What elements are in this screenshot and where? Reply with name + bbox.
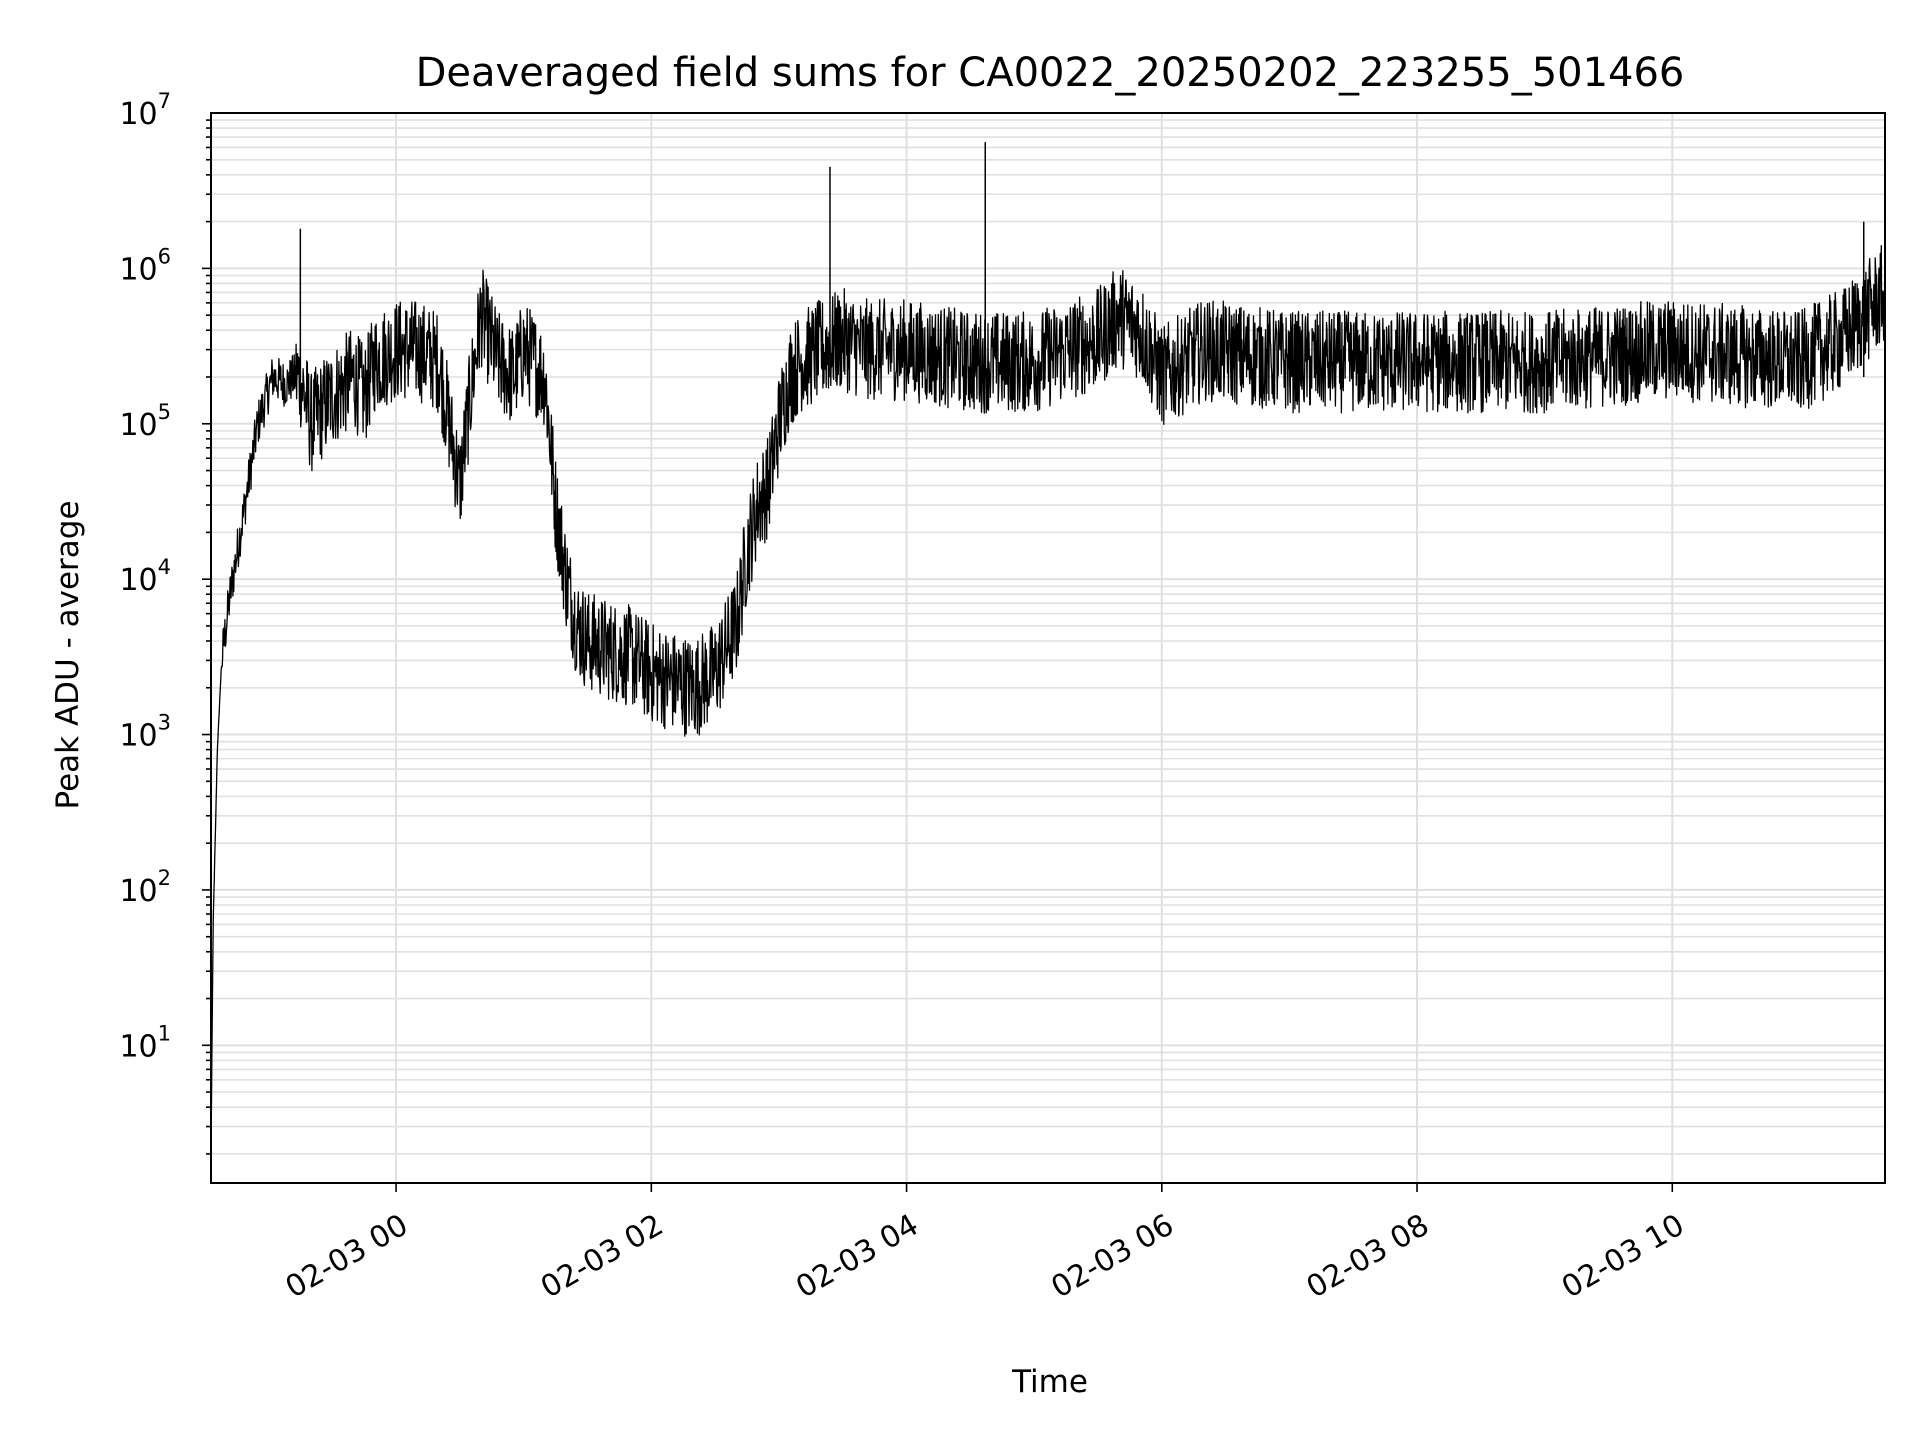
y-tick-exponent: 1 [158, 1021, 171, 1045]
y-tick-label: 104 [119, 555, 171, 598]
x-tick-label: 02-03 06 [1045, 1208, 1179, 1306]
y-tick-label: 107 [119, 89, 171, 132]
y-tick-base: 10 [119, 252, 157, 287]
x-tick-label: 02-03 08 [1301, 1208, 1435, 1306]
y-tick-exponent: 5 [158, 400, 171, 424]
y-tick-label: 101 [119, 1021, 171, 1064]
grid-layer [211, 113, 1885, 1183]
y-tick-base: 10 [119, 874, 157, 909]
y-tick-base: 10 [119, 719, 157, 754]
y-tick-base: 10 [119, 563, 157, 598]
data-series-line [210, 243, 1886, 1154]
y-tick-label: 105 [119, 400, 171, 443]
chart-title: Deaveraged field sums for CA0022_2025020… [416, 50, 1685, 96]
y-tick-exponent: 2 [158, 866, 171, 890]
plot-frame [210, 112, 1886, 1184]
y-tick-exponent: 6 [158, 244, 171, 268]
x-tick-label: 02-03 00 [280, 1208, 414, 1306]
y-tick-exponent: 3 [158, 711, 171, 735]
y-tick-base: 10 [119, 408, 157, 443]
x-tick-label: 02-03 10 [1556, 1208, 1690, 1306]
x-axis-title: Time [1011, 1364, 1088, 1400]
x-tick-label: 02-03 04 [790, 1208, 924, 1306]
y-tick-label: 102 [119, 866, 171, 909]
y-tick-label: 106 [119, 244, 171, 287]
y-tick-exponent: 7 [158, 89, 171, 113]
y-tick-exponent: 4 [158, 555, 171, 579]
y-tick-label: 103 [119, 711, 171, 754]
y-tick-base: 10 [119, 97, 157, 132]
y-tick-base: 10 [119, 1029, 157, 1064]
y-axis-title: Peak ADU - average [50, 500, 86, 809]
data-layer [210, 142, 1886, 1154]
x-tick-label: 02-03 02 [535, 1208, 669, 1306]
